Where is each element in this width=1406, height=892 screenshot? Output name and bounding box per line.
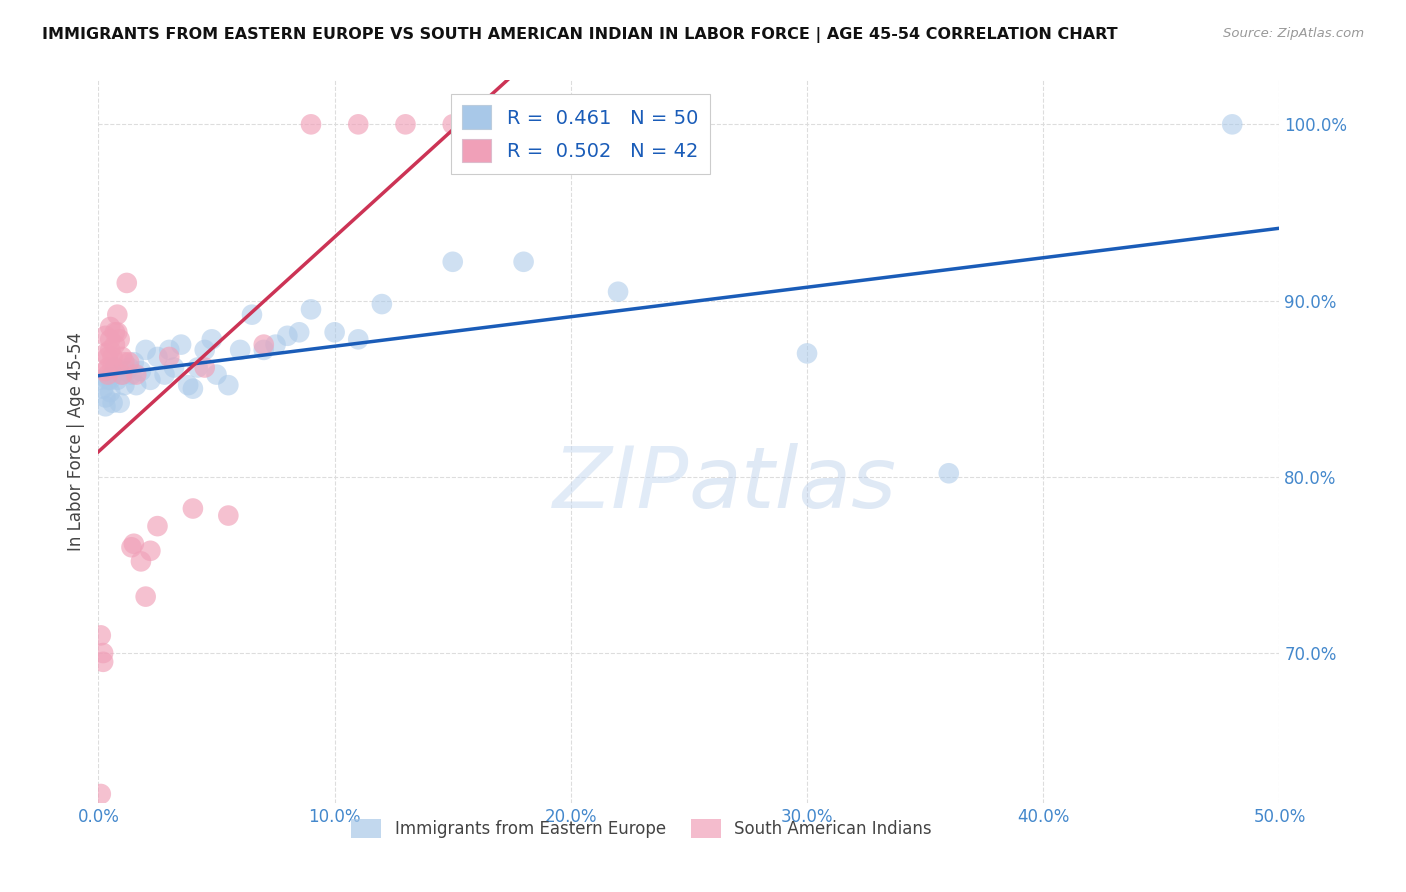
Point <box>264 337 287 351</box>
Point <box>229 343 252 357</box>
Point <box>101 360 124 375</box>
Point <box>111 368 134 382</box>
Point <box>91 655 114 669</box>
Point <box>146 350 169 364</box>
Point <box>288 326 311 340</box>
Point <box>299 117 322 131</box>
Point <box>98 320 121 334</box>
Point <box>371 297 394 311</box>
Text: IMMIGRANTS FROM EASTERN EUROPE VS SOUTH AMERICAN INDIAN IN LABOR FORCE | AGE 45-: IMMIGRANTS FROM EASTERN EUROPE VS SOUTH … <box>42 27 1118 43</box>
Point <box>105 308 128 322</box>
Point <box>112 355 135 369</box>
Point <box>129 364 152 378</box>
Point <box>139 543 162 558</box>
Point <box>938 467 960 481</box>
Point <box>796 346 818 360</box>
Point <box>394 117 416 131</box>
Point <box>98 385 121 400</box>
Point <box>217 508 239 523</box>
Point <box>125 378 148 392</box>
Point <box>157 343 180 357</box>
Point <box>441 254 464 268</box>
Point <box>194 360 217 375</box>
Point <box>90 628 112 642</box>
Point <box>122 537 145 551</box>
Point <box>157 350 180 364</box>
Point <box>194 343 217 357</box>
Point <box>115 364 138 378</box>
Point <box>347 117 370 131</box>
Point <box>121 541 143 555</box>
Point <box>105 373 128 387</box>
Point <box>122 355 145 369</box>
Point <box>97 368 120 382</box>
Point <box>323 326 346 340</box>
Point <box>104 360 127 375</box>
Point <box>181 501 204 516</box>
Point <box>276 328 298 343</box>
Point <box>91 646 114 660</box>
Point <box>129 554 152 568</box>
Y-axis label: In Labor Force | Age 45-54: In Labor Force | Age 45-54 <box>66 332 84 551</box>
Point <box>201 332 224 346</box>
Point <box>90 373 112 387</box>
Point <box>607 285 630 299</box>
Point <box>90 787 112 801</box>
Point <box>489 117 512 131</box>
Text: Source: ZipAtlas.com: Source: ZipAtlas.com <box>1223 27 1364 40</box>
Point <box>205 368 228 382</box>
Point <box>101 368 124 382</box>
Point <box>118 355 141 369</box>
Point <box>104 326 127 340</box>
Point <box>94 328 117 343</box>
Point <box>112 378 135 392</box>
Point <box>94 399 117 413</box>
Point <box>217 378 239 392</box>
Point <box>125 368 148 382</box>
Point <box>105 326 128 340</box>
Point <box>253 343 276 357</box>
Point <box>108 396 131 410</box>
Point <box>512 254 534 268</box>
Text: ZIP: ZIP <box>553 443 689 526</box>
Point <box>101 396 124 410</box>
Point <box>91 382 114 396</box>
Point <box>146 519 169 533</box>
Point <box>98 373 121 387</box>
Point <box>299 302 322 317</box>
Point <box>98 343 121 357</box>
Point <box>177 378 200 392</box>
Point <box>97 350 120 364</box>
Point <box>94 391 117 405</box>
Point <box>135 343 157 357</box>
Point <box>181 382 204 396</box>
Point <box>253 337 276 351</box>
Point <box>94 364 117 378</box>
Point <box>163 360 186 375</box>
Point <box>441 117 464 131</box>
Point <box>240 308 263 322</box>
Point <box>111 350 134 364</box>
Point <box>153 368 176 382</box>
Point <box>97 360 120 375</box>
Point <box>1220 117 1243 131</box>
Point <box>108 332 131 346</box>
Point <box>135 590 157 604</box>
Text: atlas: atlas <box>689 443 897 526</box>
Point <box>111 368 134 382</box>
Legend: Immigrants from Eastern Europe, South American Indians: Immigrants from Eastern Europe, South Am… <box>344 813 939 845</box>
Point <box>121 368 143 382</box>
Point <box>118 360 141 375</box>
Point <box>170 337 193 351</box>
Point <box>115 276 138 290</box>
Point <box>97 373 120 387</box>
Point <box>139 373 162 387</box>
Point <box>104 337 127 351</box>
Point <box>187 360 209 375</box>
Point <box>347 332 370 346</box>
Point <box>98 332 121 346</box>
Point <box>94 346 117 360</box>
Point <box>101 350 124 364</box>
